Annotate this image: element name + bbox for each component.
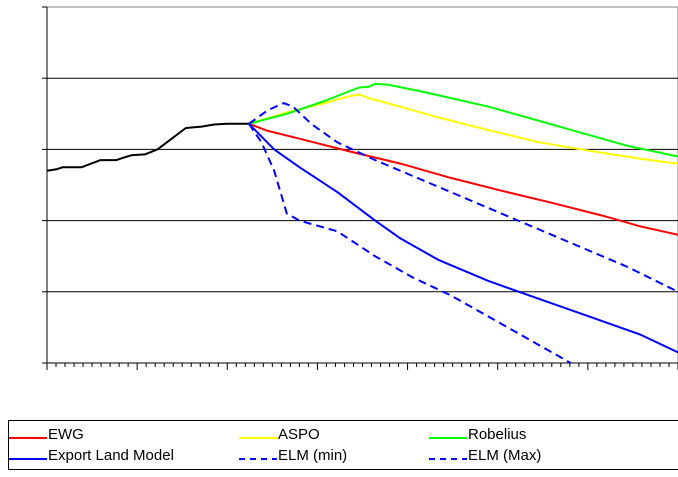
series-layer <box>46 82 678 364</box>
legend-swatch-line <box>429 437 467 439</box>
plot-background <box>46 6 678 364</box>
legend-label: ASPO <box>278 426 320 443</box>
legend-swatch <box>9 451 47 461</box>
legend-item-export-land-model: Export Land Model <box>9 446 174 466</box>
axes <box>42 6 678 370</box>
legend-swatch-line <box>239 458 277 460</box>
legend-swatch-line <box>239 437 277 439</box>
gridlines <box>47 77 678 293</box>
series-line-elm-min <box>248 123 572 364</box>
legend-label: Export Land Model <box>48 447 174 464</box>
legend-label: ELM (Max) <box>468 447 542 464</box>
series-line-elm-max <box>248 102 678 293</box>
legend-item-aspo: ASPO <box>239 425 320 445</box>
series-line-export-land-model <box>248 123 678 354</box>
legend-swatch <box>239 451 277 461</box>
legend-label: Robelius <box>468 426 527 443</box>
series-line-history <box>46 122 249 172</box>
legend-swatch <box>429 451 467 461</box>
legend-label: EWG <box>48 426 84 443</box>
legend-item-elm-max: ELM (Max) <box>429 446 541 466</box>
plot-area <box>46 6 678 364</box>
series-line-aspo <box>248 93 678 165</box>
legend-swatch-line <box>429 458 467 460</box>
legend-item-ewg: EWG <box>9 425 84 445</box>
series-line-robelius <box>248 82 678 158</box>
legend-item-elm-min: ELM (min) <box>239 446 347 466</box>
legend-swatch <box>429 430 467 440</box>
legend-swatch <box>239 430 277 440</box>
chart-legend: EWG ASPO Robelius Export Land Model ELM … <box>8 420 678 470</box>
legend-swatch-line <box>9 437 47 439</box>
line-chart <box>42 6 678 370</box>
legend-swatch <box>9 430 47 440</box>
legend-item-robelius: Robelius <box>429 425 526 445</box>
legend-swatch-line <box>9 458 47 460</box>
series-line-ewg <box>248 122 678 236</box>
legend-label: ELM (min) <box>278 447 348 464</box>
